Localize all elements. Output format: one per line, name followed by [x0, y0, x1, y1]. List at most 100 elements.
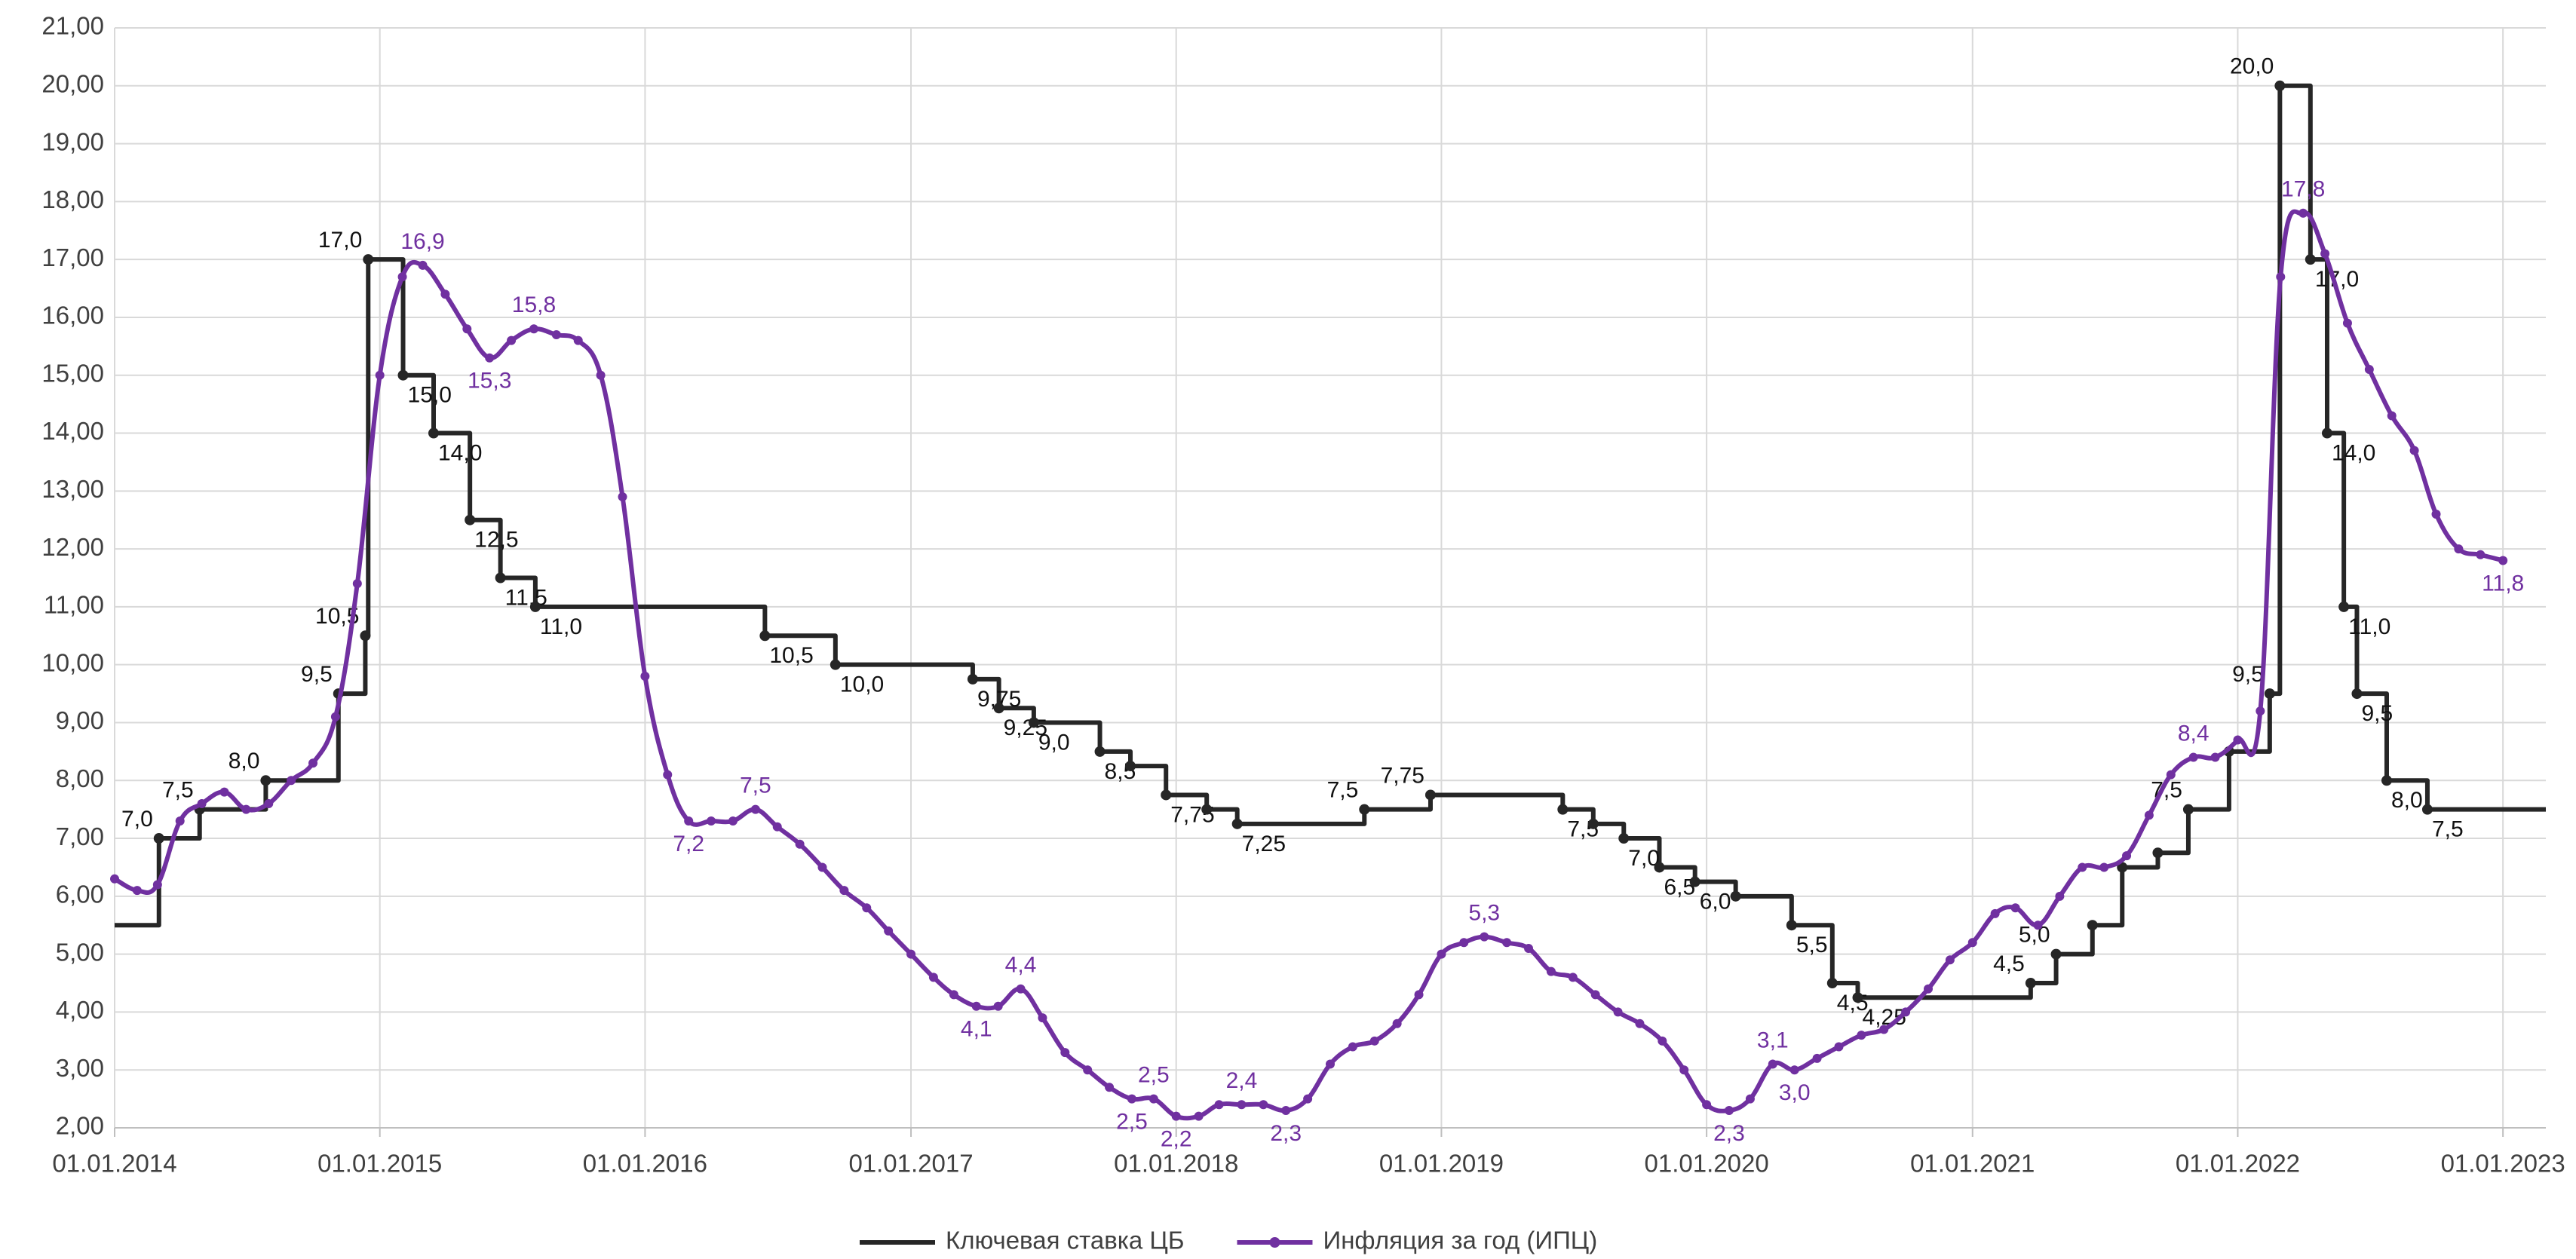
- y-tick-label: 16,00: [41, 302, 104, 329]
- y-tick-label: 12,00: [41, 533, 104, 561]
- data-label: 7,5: [1327, 778, 1359, 803]
- data-label: 4,1: [961, 1017, 992, 1042]
- data-point: [1437, 949, 1446, 959]
- data-point: [360, 630, 371, 642]
- data-point: [397, 369, 409, 381]
- y-tick-label: 9,00: [56, 706, 104, 734]
- data-point: [2276, 272, 2286, 282]
- data-point: [795, 839, 805, 849]
- data-point: [1879, 1025, 1889, 1034]
- data-point: [1702, 1100, 1712, 1110]
- data-point: [485, 353, 495, 363]
- data-point: [573, 335, 583, 345]
- data-point: [2298, 208, 2308, 218]
- data-point: [2342, 318, 2352, 328]
- data-point: [175, 816, 185, 826]
- data-point: [2078, 862, 2087, 872]
- data-label: 2,3: [1270, 1121, 1302, 1146]
- data-label: 5,3: [1468, 901, 1500, 926]
- data-label: 7,5: [740, 773, 771, 798]
- data-label: 9,0: [1038, 730, 1070, 755]
- data-point: [1105, 1083, 1115, 1092]
- data-point: [2025, 978, 2036, 989]
- data-label: 9,5: [2232, 662, 2264, 687]
- data-point: [2256, 706, 2265, 716]
- data-point: [1369, 1036, 1379, 1046]
- x-tick-label: 01.01.2017: [848, 1150, 973, 1178]
- data-point: [2099, 862, 2109, 872]
- data-point: [1852, 992, 1863, 1003]
- data-point: [2033, 921, 2043, 930]
- data-point: [1459, 938, 1469, 948]
- data-point: [1392, 1019, 1402, 1028]
- y-tick-label: 14,00: [41, 417, 104, 445]
- data-point: [618, 492, 627, 501]
- data-label: 10,5: [769, 643, 813, 668]
- x-tick-label: 01.01.2023: [2441, 1150, 2565, 1178]
- y-tick-label: 17,00: [41, 244, 104, 271]
- data-point: [2409, 446, 2419, 455]
- x-tick-label: 01.01.2022: [2176, 1150, 2300, 1178]
- data-point: [264, 798, 274, 808]
- y-tick-label: 7,00: [56, 822, 104, 850]
- data-point: [352, 579, 362, 589]
- data-label: 6,0: [1700, 890, 1731, 914]
- data-label: 11,0: [2348, 614, 2390, 639]
- data-point: [928, 973, 938, 982]
- data-point: [1259, 1100, 1268, 1110]
- data-point: [1201, 804, 1213, 815]
- data-point: [707, 816, 716, 826]
- data-label: 7,75: [1381, 763, 1424, 788]
- data-point: [2387, 411, 2397, 421]
- data-point: [1613, 1007, 1623, 1017]
- data-label: 7,25: [1242, 832, 1286, 856]
- data-point: [596, 370, 606, 380]
- data-point: [1171, 1111, 1181, 1121]
- data-point: [1231, 818, 1243, 829]
- data-point: [1480, 932, 1489, 942]
- data-point: [197, 798, 207, 808]
- data-point: [153, 833, 164, 844]
- x-tick-label: 01.01.2014: [52, 1150, 176, 1178]
- data-point: [2454, 544, 2464, 554]
- data-point: [507, 335, 517, 345]
- data-point: [2182, 804, 2194, 815]
- data-point: [1857, 1031, 1866, 1040]
- data-label: 9,5: [2361, 701, 2393, 726]
- y-tick-label: 19,00: [41, 127, 104, 155]
- x-tick-label: 01.01.2018: [1114, 1150, 1238, 1178]
- data-label: 2,4: [1226, 1068, 1258, 1093]
- data-label: 17,0: [318, 228, 362, 253]
- data-point: [308, 758, 318, 768]
- data-point: [2188, 752, 2198, 762]
- data-point: [1094, 746, 1106, 757]
- data-point: [1359, 804, 1370, 815]
- data-label: 14,0: [438, 440, 482, 465]
- data-point: [2305, 254, 2316, 265]
- legend-marker: [1269, 1237, 1280, 1248]
- data-point: [1834, 1042, 1844, 1052]
- data-point: [330, 712, 340, 721]
- x-tick-label: 01.01.2019: [1379, 1150, 1504, 1178]
- data-point: [1618, 833, 1630, 844]
- data-point: [1990, 908, 2000, 918]
- data-point: [1060, 1048, 1070, 1058]
- data-point: [1786, 920, 1797, 931]
- data-point: [728, 816, 738, 826]
- data-point: [2364, 365, 2374, 375]
- data-point: [1945, 955, 1955, 965]
- data-point: [1901, 1007, 1911, 1017]
- data-point: [2498, 556, 2508, 565]
- x-tick-label: 01.01.2016: [583, 1150, 707, 1178]
- data-point: [663, 770, 673, 780]
- y-tick-label: 13,00: [41, 475, 104, 503]
- data-label: 14,0: [2332, 440, 2375, 465]
- data-label: 20,0: [2230, 54, 2274, 79]
- data-point: [2274, 80, 2286, 91]
- data-point: [2233, 735, 2243, 745]
- data-label: 11,0: [540, 614, 582, 639]
- data-point: [684, 816, 694, 826]
- data-point: [2338, 601, 2350, 612]
- data-label: 11,5: [505, 585, 547, 610]
- data-label: 2,5: [1116, 1110, 1148, 1135]
